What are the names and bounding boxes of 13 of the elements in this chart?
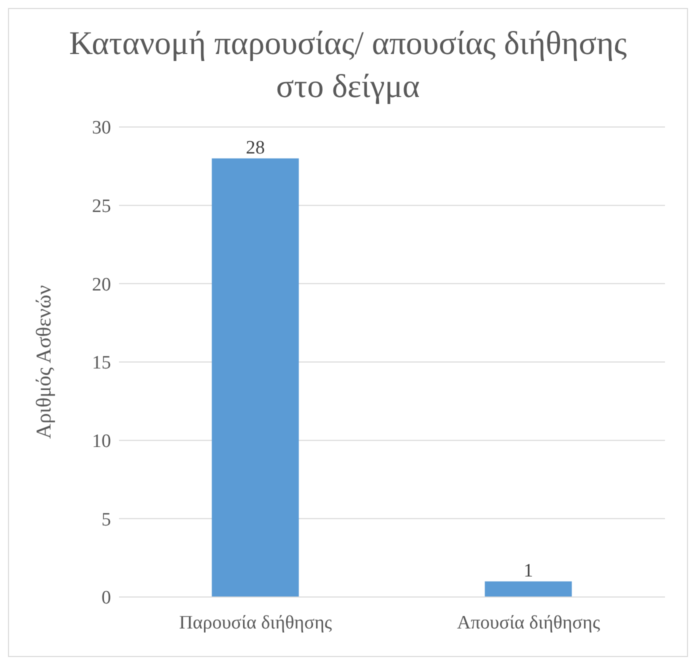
y-tick-label: 20	[92, 274, 111, 296]
y-tick-label: 25	[92, 196, 111, 218]
y-tick-label: 0	[102, 588, 111, 609]
y-tick-label: 5	[102, 509, 111, 530]
chart-title: Κατανομή παρουσίας/ απουσίας διήθησης στο δείγμα	[68, 25, 628, 107]
data-label: 1	[524, 560, 534, 582]
data-label: 28	[246, 137, 265, 158]
y-tick-label: 15	[92, 352, 111, 374]
y-tick-label: 10	[92, 431, 111, 452]
x-tick-label: Απουσία διήθησης	[456, 612, 600, 634]
y-tick-label: 30	[92, 118, 111, 139]
y-axis-title: Αριθμός Ασθενών	[31, 285, 56, 439]
x-tick-label: Παρουσία διήθησης	[179, 612, 332, 634]
